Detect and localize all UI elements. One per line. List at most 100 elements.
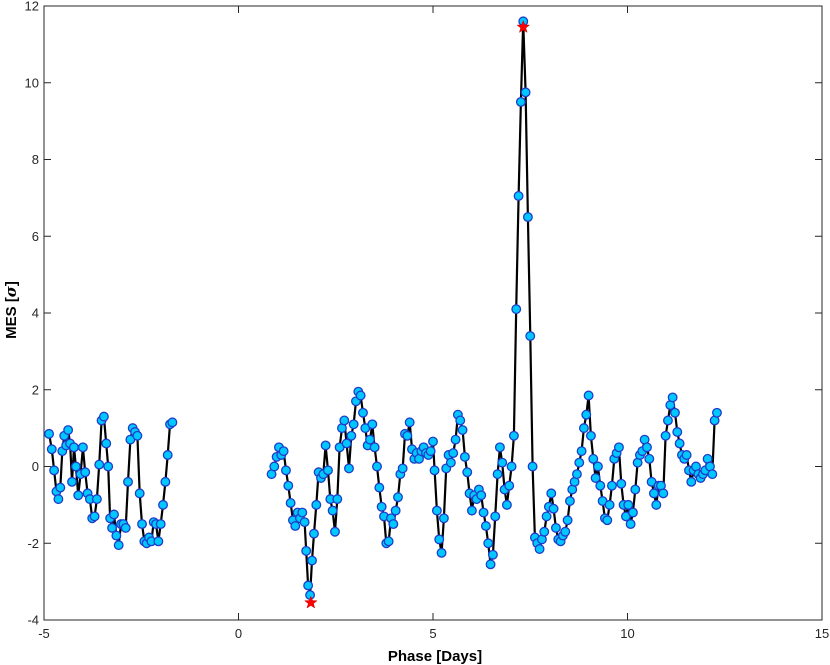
y-tick-label: -2 [27, 536, 39, 551]
data-point [578, 423, 589, 434]
data-point [404, 417, 415, 428]
data-point [539, 526, 550, 537]
data-point [365, 434, 375, 445]
data-point [525, 331, 536, 341]
data-point [330, 526, 340, 537]
data-point [374, 482, 385, 493]
data-point [485, 559, 496, 570]
data-point [80, 467, 91, 478]
data-point [67, 476, 77, 487]
data-point [70, 461, 81, 472]
star-marker [303, 595, 318, 609]
data-point [494, 442, 505, 453]
data-point [562, 515, 573, 526]
data-point [658, 488, 669, 499]
y-axis-label-suffix: ] [3, 281, 20, 286]
data-point [492, 469, 503, 480]
data-point [513, 191, 524, 201]
data-point [346, 430, 357, 441]
data-point [548, 503, 559, 514]
data-point [576, 446, 587, 457]
data-point [550, 522, 561, 533]
data-point [107, 522, 118, 533]
data-point [595, 480, 606, 491]
data-point [663, 415, 673, 426]
data-point [269, 461, 280, 472]
data-point [630, 484, 641, 495]
data-point [667, 392, 678, 403]
data-point [109, 509, 119, 520]
data-point [155, 519, 166, 530]
data-point [348, 419, 359, 430]
data-point [388, 519, 399, 530]
data-point [590, 473, 601, 483]
data-point [134, 488, 145, 499]
data-point [438, 513, 449, 524]
data-point [307, 555, 317, 566]
data-point [167, 417, 178, 428]
data-point [712, 407, 722, 418]
star-marker [516, 19, 531, 33]
data-point [44, 428, 55, 439]
data-point [681, 450, 692, 460]
data-point [397, 463, 408, 474]
data-point [77, 442, 88, 453]
data-point [457, 425, 468, 435]
data-point [649, 488, 659, 499]
data-point [283, 480, 294, 491]
y-tick-label: 12 [25, 0, 39, 14]
data-point [459, 451, 470, 462]
data-point [707, 469, 718, 480]
data-point [436, 547, 447, 558]
data-point [428, 436, 438, 447]
data-point [344, 463, 354, 474]
data-point [522, 212, 533, 223]
data-point [390, 505, 401, 516]
y-tick-label: 6 [32, 229, 39, 244]
x-tick-label: 10 [620, 626, 634, 641]
data-point [358, 407, 368, 418]
x-axis-label: Phase [Days] [388, 648, 482, 665]
plot-area [43, 5, 823, 621]
data-point [660, 430, 671, 441]
data-point [613, 442, 624, 453]
data-point [450, 434, 461, 445]
data-point [686, 476, 697, 487]
data-point [490, 511, 501, 522]
data-point [49, 465, 60, 476]
data-point [113, 540, 124, 551]
data-point [120, 522, 131, 533]
data-point [101, 438, 112, 449]
data-point [581, 409, 592, 420]
data-point [285, 498, 296, 508]
data-point [323, 465, 333, 476]
data-point [487, 549, 498, 560]
data-point [478, 507, 489, 518]
data-point [462, 467, 473, 478]
data-point [651, 499, 662, 510]
data-point [69, 442, 79, 453]
data-point [311, 499, 322, 510]
data-point [574, 457, 585, 468]
data-point [520, 87, 531, 98]
data-point [672, 427, 683, 437]
y-axis-label-prefix: MES [ [3, 297, 20, 339]
data-point [341, 438, 352, 449]
data-point [602, 515, 613, 526]
data-point [299, 517, 310, 528]
data-point [376, 501, 387, 512]
axis-ticks [43, 5, 823, 621]
data-point [123, 476, 133, 487]
data-point [393, 492, 403, 503]
y-tick-label: 2 [32, 382, 39, 397]
data-point [497, 457, 508, 468]
data-point [625, 519, 636, 530]
data-point [89, 511, 100, 522]
data-point [332, 494, 343, 505]
data-point [541, 511, 552, 522]
data-point [674, 438, 685, 449]
data-point [339, 415, 350, 426]
data-point [583, 390, 594, 401]
data-point [162, 450, 173, 460]
